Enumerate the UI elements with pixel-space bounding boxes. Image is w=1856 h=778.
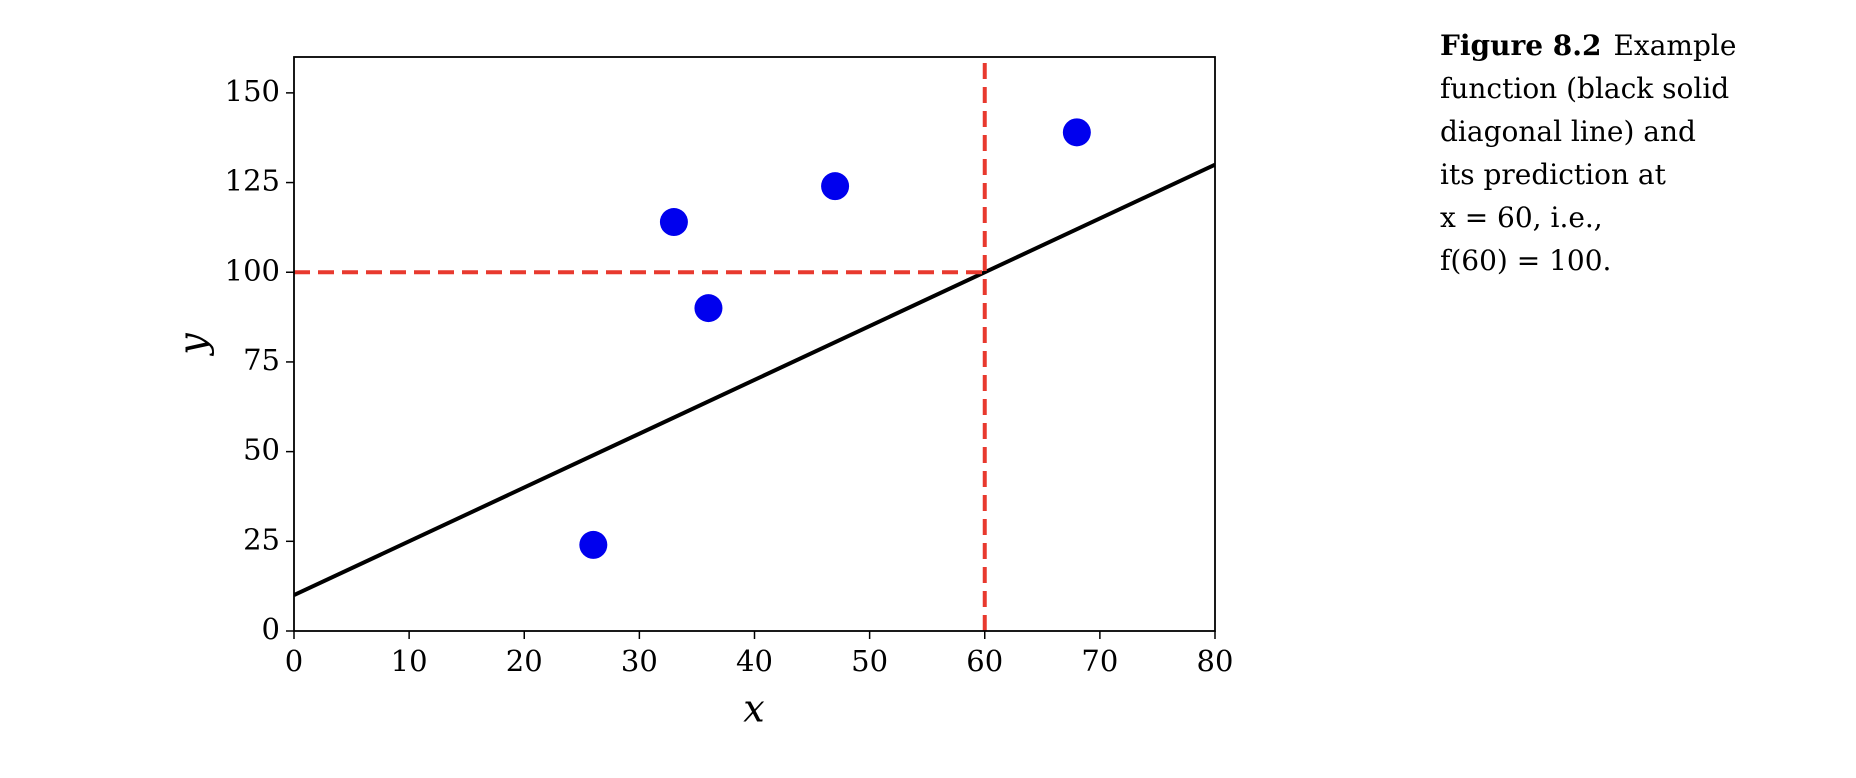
x-tick-label: 40 bbox=[736, 644, 773, 678]
chart: x y 0 10 20 30 40 50 60 70 80 0 25 50 75 100 125 150 bbox=[171, 56, 1234, 731]
point bbox=[694, 294, 723, 323]
line bbox=[294, 162, 1215, 597]
y-tick-label: 50 bbox=[243, 433, 280, 467]
x-tick-label: 10 bbox=[391, 644, 428, 678]
y-tick-label: 100 bbox=[225, 253, 280, 287]
caption-label: Figure 8.2 bbox=[1440, 29, 1602, 62]
caption: Figure 8.2 Example function (black solid di… bbox=[1440, 24, 1840, 282]
caption-line: its prediction at bbox=[1440, 158, 1666, 191]
caption-line: f(60) = 100. bbox=[1440, 244, 1612, 277]
x-tick-label: 50 bbox=[851, 644, 888, 678]
y-tick-label: 25 bbox=[243, 522, 280, 556]
x-tick-label: 60 bbox=[966, 644, 1003, 678]
caption-line: x = 60, i.e., bbox=[1440, 201, 1603, 234]
x-tick-label: 70 bbox=[1081, 644, 1118, 678]
x-tick-label: 30 bbox=[621, 644, 658, 678]
y-tick-label: 125 bbox=[225, 164, 280, 198]
point bbox=[1062, 118, 1091, 147]
y-tick-label: 75 bbox=[243, 343, 280, 377]
x-tick-label: 20 bbox=[506, 644, 543, 678]
caption-line: Example bbox=[1613, 29, 1737, 62]
y-tick-label: 0 bbox=[262, 612, 280, 646]
y-tick-label: 150 bbox=[225, 74, 280, 108]
point bbox=[659, 208, 688, 237]
plot-frame bbox=[293, 56, 1216, 632]
point bbox=[579, 530, 608, 559]
x-axis-label: x bbox=[743, 687, 764, 731]
caption-line: function (black solid bbox=[1440, 72, 1730, 105]
caption-line: diagonal line) and bbox=[1440, 115, 1696, 148]
point bbox=[821, 172, 850, 201]
y-axis-label: y bbox=[171, 333, 215, 357]
x-tick-label: 80 bbox=[1197, 644, 1234, 678]
x-tick-label: 0 bbox=[285, 644, 303, 678]
